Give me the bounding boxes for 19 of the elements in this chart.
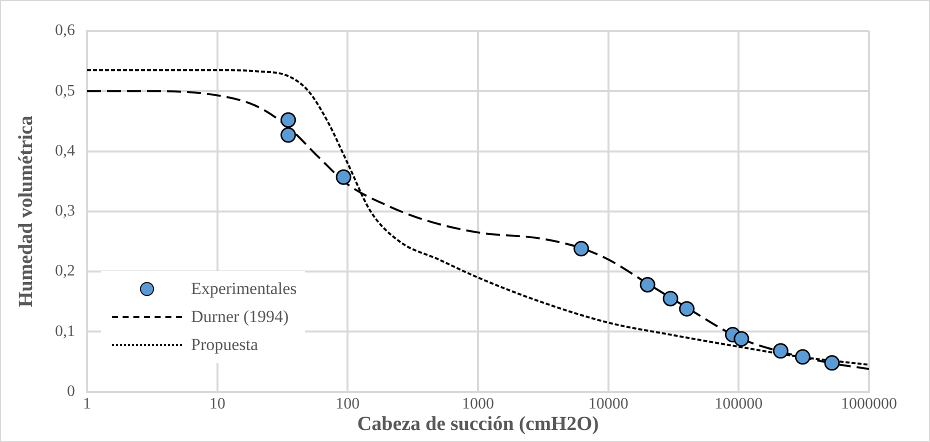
y-tick-label: 0 xyxy=(67,383,75,400)
x-axis-title: Cabeza de succión (cmH2O) xyxy=(357,413,599,436)
x-tick-label: 10 xyxy=(209,396,226,413)
y-tick-label: 0,6 xyxy=(55,22,75,40)
x-tick-label: 10000 xyxy=(588,396,628,413)
x-tick-label: 100000 xyxy=(714,396,763,413)
legend-label: Durner (1994) xyxy=(191,307,289,327)
legend-label: Experimentales xyxy=(191,279,297,299)
y-tick-label: 0,5 xyxy=(55,82,75,100)
x-tick-label: 100 xyxy=(336,396,360,413)
y-tick-label: 0,4 xyxy=(55,142,75,160)
y-tick-label: 0,1 xyxy=(55,322,75,340)
x-tick-label: 1000 xyxy=(462,396,494,413)
x-tick-label: 1000000 xyxy=(841,396,897,413)
y-tick-label: 0,2 xyxy=(55,262,75,280)
legend-label: Propuesta xyxy=(191,335,258,355)
y-axis-title: Humedad volumétrica xyxy=(15,116,38,308)
y-tick-label: 0,3 xyxy=(55,202,75,220)
x-tick-label: 1 xyxy=(83,396,91,413)
